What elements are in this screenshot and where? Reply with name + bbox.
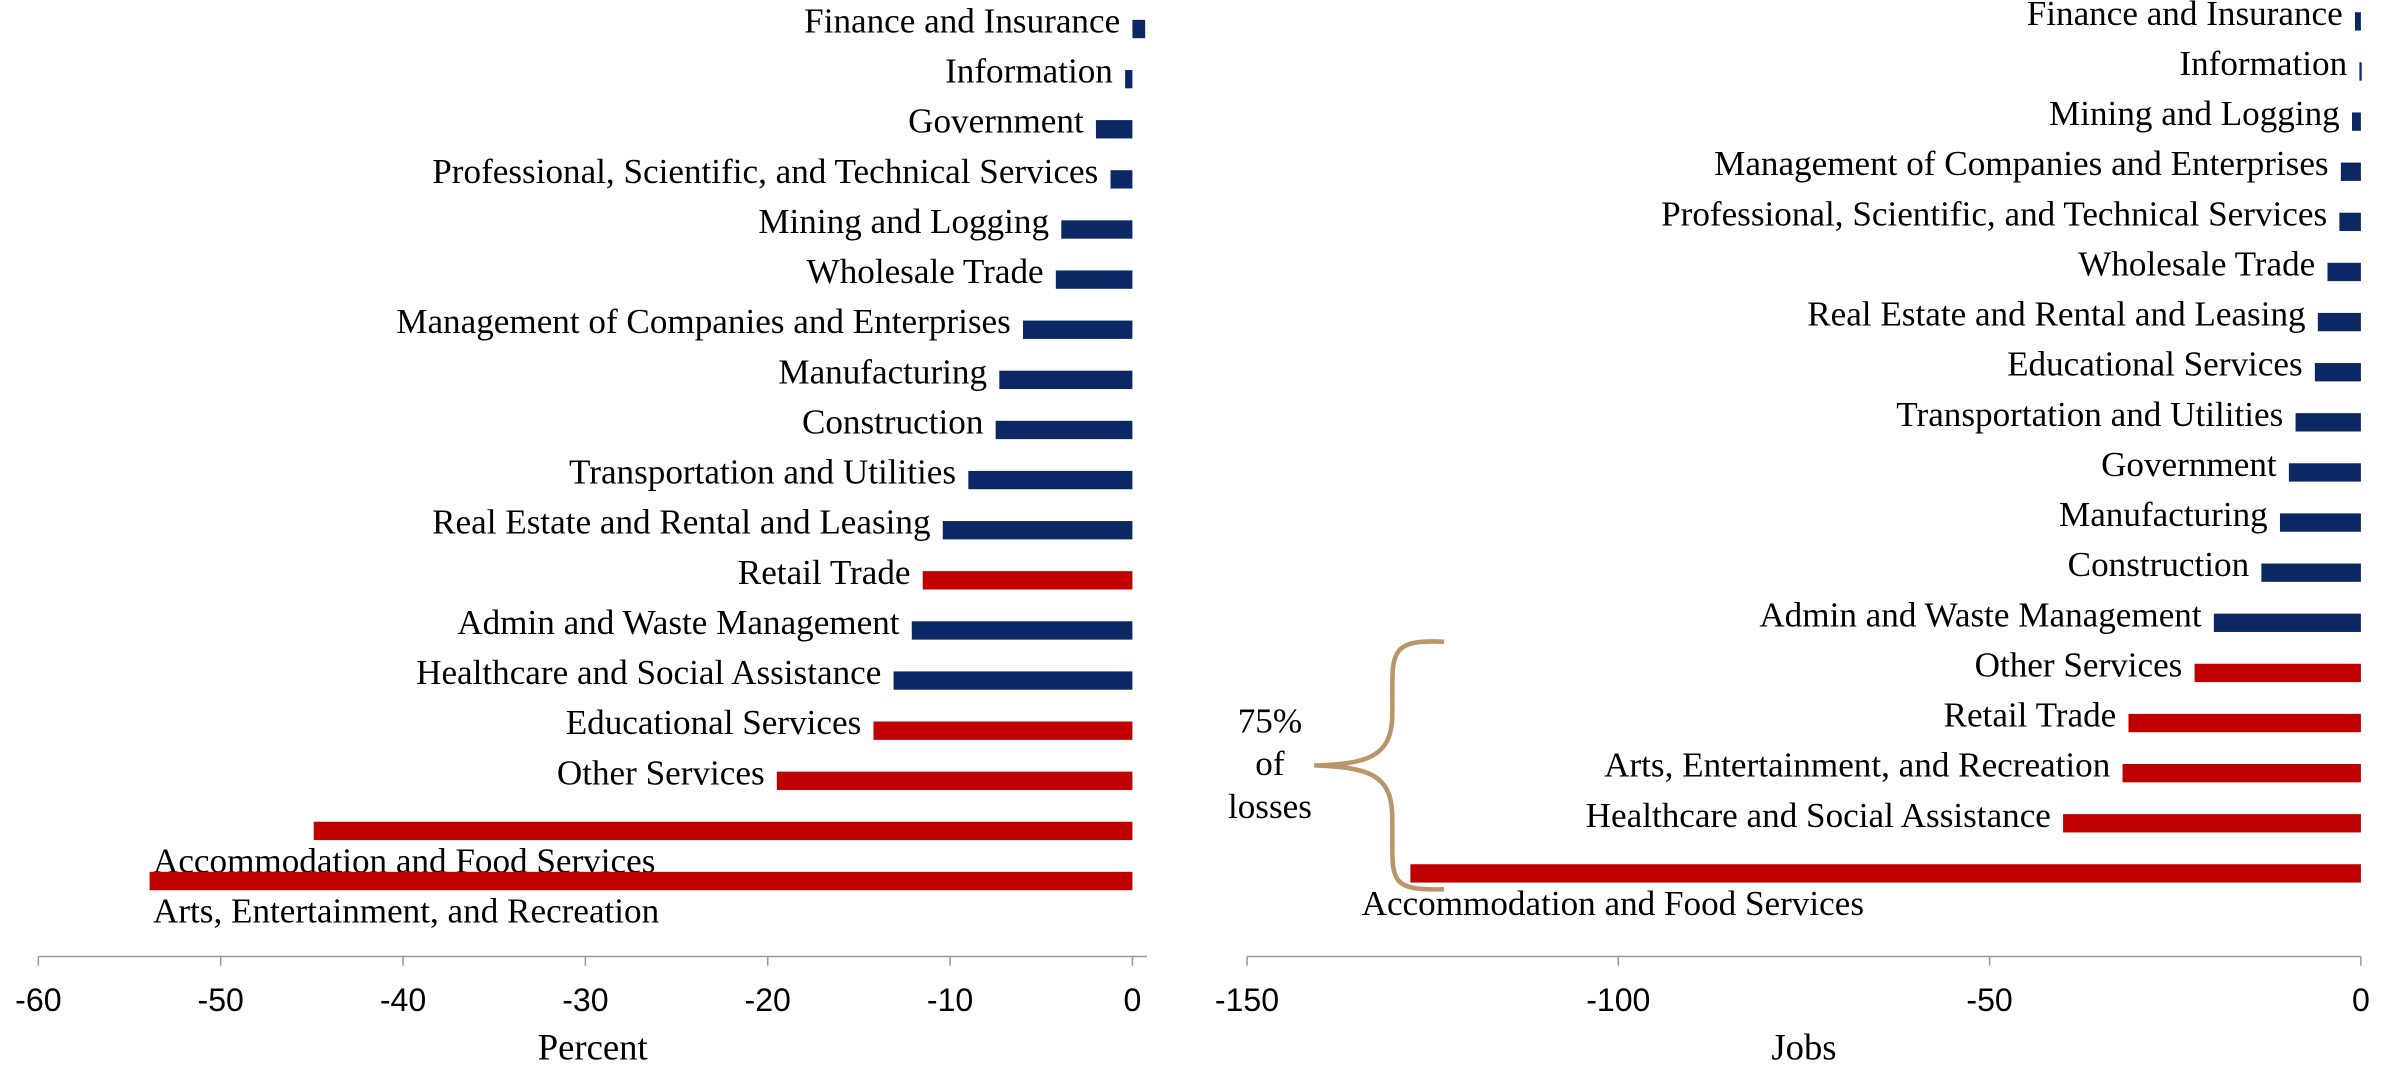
category-label: Mining and Logging bbox=[2049, 94, 2340, 133]
x-tick-label: -150 bbox=[1215, 982, 1279, 1018]
bar bbox=[911, 621, 1133, 640]
category-label: Real Estate and Rental and Leasing bbox=[1807, 295, 2305, 334]
category-label: Real Estate and Rental and Leasing bbox=[432, 503, 930, 542]
bar bbox=[2063, 814, 2361, 833]
bar bbox=[1023, 320, 1133, 339]
bar bbox=[922, 571, 1133, 590]
bar bbox=[313, 821, 1133, 841]
bar bbox=[2351, 112, 2361, 131]
category-label: Educational Services bbox=[566, 703, 862, 742]
x-tick-label: -40 bbox=[380, 982, 426, 1018]
bar bbox=[1055, 270, 1133, 289]
x-axis-label: Percent bbox=[538, 1027, 648, 1065]
bar bbox=[2194, 663, 2361, 683]
bar bbox=[2261, 563, 2361, 582]
category-label: Mining and Logging bbox=[758, 202, 1049, 241]
bar bbox=[2340, 162, 2361, 181]
category-label: Healthcare and Social Assistance bbox=[416, 653, 881, 692]
category-label: Admin and Waste Management bbox=[457, 603, 900, 642]
category-label: Admin and Waste Management bbox=[1759, 595, 2202, 634]
annotation: of bbox=[1255, 744, 1285, 783]
bar bbox=[2339, 212, 2361, 232]
bar bbox=[942, 521, 1133, 540]
category-label: Arts, Entertainment, and Recreation bbox=[1604, 746, 2111, 785]
category-label: Government bbox=[2101, 445, 2277, 484]
bar bbox=[2122, 763, 2361, 783]
category-label: Professional, Scientific, and Technical … bbox=[1661, 194, 2327, 233]
bar bbox=[2314, 363, 2361, 382]
category-label: Construction bbox=[2068, 545, 2250, 584]
bar bbox=[1061, 220, 1133, 239]
bar bbox=[2128, 713, 2361, 733]
bar bbox=[2279, 513, 2361, 532]
category-label: Educational Services bbox=[2007, 345, 2303, 384]
category-label: Government bbox=[908, 102, 1084, 141]
bar bbox=[893, 671, 1133, 690]
bar bbox=[2354, 12, 2361, 31]
category-label: Transportation and Utilities bbox=[1896, 395, 2283, 434]
x-tick-label: -60 bbox=[15, 982, 61, 1018]
bar bbox=[968, 470, 1133, 490]
x-tick-label: -10 bbox=[927, 982, 973, 1018]
x-tick-label: -50 bbox=[1966, 982, 2012, 1018]
brace bbox=[1314, 639, 1445, 892]
bar bbox=[1410, 864, 2361, 883]
bar bbox=[2295, 413, 2361, 432]
bar bbox=[1132, 19, 1146, 39]
category-label: Wholesale Trade bbox=[807, 252, 1044, 291]
bar bbox=[2327, 262, 2361, 282]
category-label: Wholesale Trade bbox=[2078, 244, 2315, 283]
category-label: Healthcare and Social Assistance bbox=[1586, 796, 2051, 835]
category-label: Manufacturing bbox=[2059, 495, 2268, 534]
bar bbox=[1095, 120, 1133, 139]
category-label: Other Services bbox=[1975, 645, 2183, 684]
bar bbox=[2359, 62, 2362, 81]
bar bbox=[999, 370, 1133, 390]
category-label: Retail Trade bbox=[738, 553, 911, 592]
annotation: losses bbox=[1228, 787, 1312, 826]
category-label: Accommodation and Food Services bbox=[1362, 884, 1864, 923]
category-label: Transportation and Utilities bbox=[569, 453, 956, 492]
category-label: Information bbox=[2179, 44, 2347, 83]
category-label: Management of Companies and Enterprises bbox=[396, 302, 1011, 341]
bar bbox=[2317, 312, 2361, 332]
bar bbox=[1125, 69, 1133, 89]
category-label: Other Services bbox=[557, 753, 765, 792]
category-label: Finance and Insurance bbox=[804, 2, 1120, 41]
category-label: Professional, Scientific, and Technical … bbox=[432, 152, 1098, 191]
category-label: Construction bbox=[802, 402, 984, 441]
bar bbox=[2288, 463, 2361, 482]
x-tick-label: -20 bbox=[745, 982, 791, 1018]
bar bbox=[995, 420, 1133, 440]
x-tick-label: 0 bbox=[2352, 982, 2370, 1018]
bar bbox=[1110, 170, 1133, 189]
x-tick-label: -100 bbox=[1586, 982, 1650, 1018]
category-label: Information bbox=[945, 52, 1113, 91]
bar bbox=[776, 771, 1133, 790]
x-axis-label: Jobs bbox=[1771, 1027, 1836, 1065]
bar bbox=[2213, 613, 2361, 632]
category-label: Retail Trade bbox=[1944, 696, 2117, 735]
bar bbox=[149, 871, 1133, 891]
x-tick-label: 0 bbox=[1123, 982, 1141, 1018]
category-label: Finance and Insurance bbox=[2027, 0, 2343, 33]
category-label: Manufacturing bbox=[778, 352, 987, 391]
category-label: Management of Companies and Enterprises bbox=[1714, 144, 2329, 183]
x-tick-label: -50 bbox=[198, 982, 244, 1018]
x-tick-label: -30 bbox=[562, 982, 608, 1018]
category-label: Arts, Entertainment, and Recreation bbox=[153, 892, 660, 931]
annotation: 75% bbox=[1238, 701, 1302, 740]
bar bbox=[873, 721, 1133, 740]
